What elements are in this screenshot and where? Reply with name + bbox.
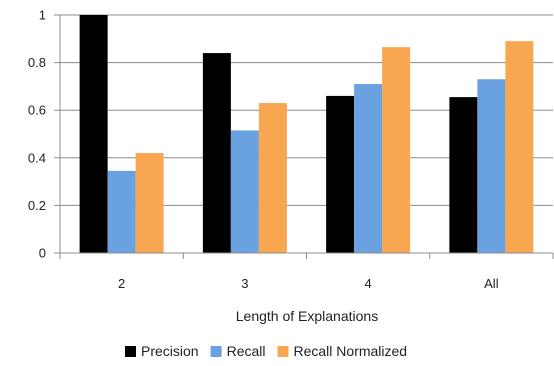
bar-recall-normalized	[505, 41, 534, 254]
y-tick-label: 0.6	[28, 103, 46, 118]
bar-precision	[449, 97, 478, 253]
bar-recall-normalized	[382, 47, 411, 253]
bar-recall	[107, 170, 136, 253]
bar-recall-normalized	[135, 153, 164, 253]
y-tick-labels: 0 0.2 0.4 0.6 0.8 1	[28, 8, 46, 261]
axes	[54, 14, 554, 259]
x-tick-label: 2	[118, 276, 125, 291]
legend-item-precision: Precision	[125, 343, 199, 359]
legend-item-recall: Recall	[210, 343, 266, 359]
bar-recall	[477, 79, 506, 253]
y-tick-label: 0.4	[28, 150, 46, 165]
x-tick-label: All	[484, 276, 499, 291]
legend-swatch	[125, 346, 136, 357]
x-tick-label: 4	[365, 276, 372, 291]
bars	[79, 15, 534, 254]
bar-precision	[79, 15, 108, 253]
bar-precision	[202, 53, 231, 253]
bar-recall	[354, 84, 383, 254]
legend-label: Precision	[141, 343, 199, 359]
legend-swatch	[277, 346, 289, 357]
legend-item-recall-normalized: Recall Normalized	[277, 343, 408, 359]
y-tick-label: 0	[39, 246, 46, 261]
bar-recall-normalized	[258, 103, 287, 253]
x-tick-label: 3	[241, 276, 248, 291]
y-tick-label: 1	[39, 8, 46, 23]
bar-recall	[230, 130, 259, 253]
bar-precision	[326, 95, 355, 253]
y-tick-label: 0.8	[28, 55, 46, 70]
legend-label: Recall	[227, 343, 266, 359]
legend: Precision Recall Recall Normalized	[125, 343, 407, 359]
y-tick-label: 0.2	[28, 198, 46, 213]
x-axis-label: Length of Explanations	[236, 308, 378, 324]
x-tick-labels: 2 3 4 All	[118, 276, 499, 291]
legend-swatch	[210, 346, 222, 357]
legend-label: Recall Normalized	[294, 343, 408, 359]
